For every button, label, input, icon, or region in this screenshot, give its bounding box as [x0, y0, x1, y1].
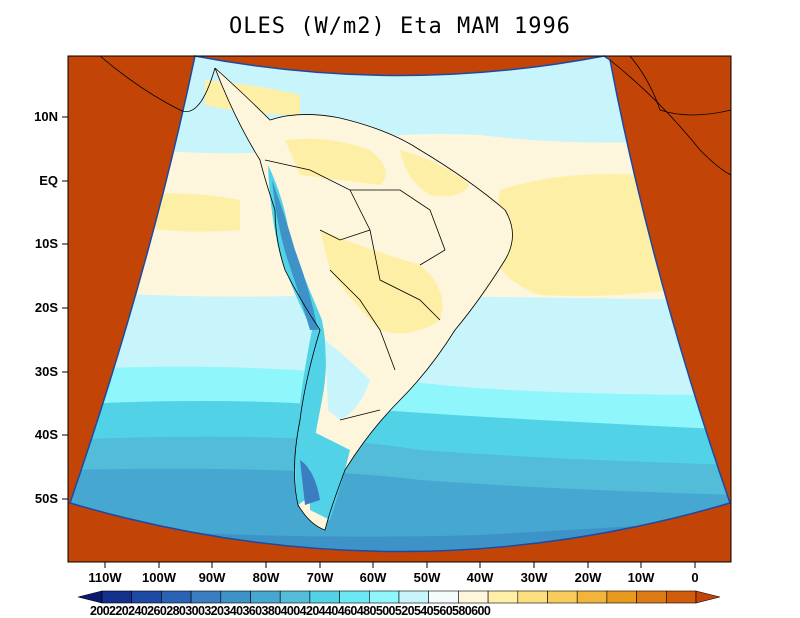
colorbar-swatch — [131, 590, 162, 604]
colorbar-swatch — [665, 590, 697, 604]
colorbar-swatch — [428, 590, 459, 604]
lon-label-90w: 90W — [198, 570, 226, 585]
colorbar-swatch — [190, 590, 222, 604]
lon-ticks — [104, 562, 696, 568]
continent-field — [215, 68, 513, 530]
colorbar-swatch — [101, 590, 133, 604]
colorbar-swatch — [161, 590, 192, 604]
lat-label-30s: 30S — [34, 364, 58, 379]
map-frame — [67, 55, 732, 563]
lon-label-110w: 110W — [88, 570, 122, 585]
colorbar-swatch — [368, 590, 400, 604]
lon-label-10w: 10W — [627, 570, 655, 585]
lon-label-20w: 20W — [574, 570, 602, 585]
lat-label-10n: 10N — [34, 109, 58, 124]
colorbar-swatch — [279, 590, 311, 604]
lon-label-30w: 30W — [520, 570, 548, 585]
colorbar-swatch — [398, 590, 430, 604]
lon-label-0: 0 — [691, 570, 699, 585]
map-title: OLES (W/m2) Eta MAM 1996 — [229, 14, 571, 39]
colorbar — [77, 590, 721, 604]
colorbar-swatch — [309, 590, 340, 604]
lon-label-60w: 60W — [359, 570, 387, 585]
colorbar-swatch — [220, 590, 251, 604]
lat-label-40s: 40S — [34, 427, 58, 442]
lon-label-80w: 80W — [252, 570, 280, 585]
lat-label-10s: 10S — [34, 236, 58, 251]
lon-label-100w: 100W — [142, 570, 176, 585]
coastlines — [99, 56, 731, 531]
colorbar-max-arrow — [695, 590, 721, 604]
lon-label-70w: 70W — [306, 570, 334, 585]
colorbar-swatch — [517, 590, 548, 604]
lon-label-40w: 40W — [466, 570, 494, 585]
colorbar-swatch — [606, 590, 637, 604]
lat-label-eq: EQ — [39, 173, 58, 188]
colorbar-swatch — [636, 590, 667, 604]
lat-ticks — [62, 116, 68, 500]
lat-label-20s: 20S — [34, 300, 58, 315]
colorbar-swatch — [547, 590, 578, 604]
colorbar-swatch — [339, 590, 370, 604]
lon-label-50w: 50W — [413, 570, 441, 585]
colorbar-min-arrow — [77, 590, 103, 604]
colorbar-swatch — [250, 590, 281, 604]
colorbar-swatch — [487, 590, 519, 604]
colorbar-swatch — [576, 590, 608, 604]
lat-label-50s: 50S — [34, 491, 58, 506]
colorbar-swatch — [458, 590, 489, 604]
colorbar-labels: 2002202402602803003203403603804004204404… — [90, 604, 491, 618]
